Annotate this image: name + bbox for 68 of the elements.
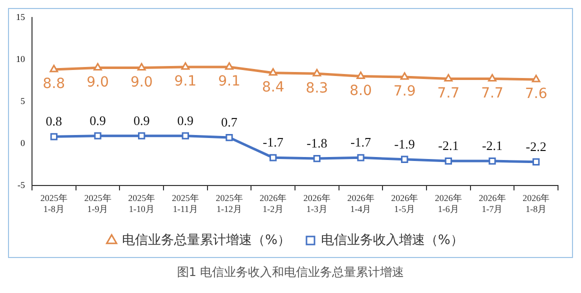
x-tick-label: 2026年 1-2月 — [260, 193, 287, 214]
data-label: 0.9 — [177, 112, 194, 128]
point — [532, 74, 540, 82]
x-tick-label: 2026年 1-6月 — [434, 193, 462, 214]
point — [356, 71, 365, 79]
legend-label: 电信业务总量累计增速（%） — [122, 232, 291, 248]
x-tick-label: 2026年 1-3月 — [303, 193, 330, 214]
data-label: 8.8 — [42, 76, 66, 92]
point — [50, 133, 58, 140]
data-label: 0.7 — [221, 114, 238, 130]
data-label: -2.1 — [438, 138, 459, 153]
y-tick-label: 5 — [20, 96, 26, 106]
point — [94, 132, 102, 140]
point — [225, 62, 234, 70]
x-tick-label: 2026年 1-4月 — [347, 193, 374, 214]
y-tick-label: 0 — [20, 138, 26, 148]
x-tick-label: 2026年 1-8月 — [522, 193, 550, 214]
x-tick-label: 2025年 1-11月 — [172, 193, 199, 214]
data-label: 0.9 — [133, 112, 150, 128]
data-label: 9.1 — [218, 74, 240, 90]
data-label: 0.9 — [90, 112, 106, 128]
y-tick-label: 15 — [16, 12, 26, 22]
point — [488, 74, 496, 82]
point — [268, 68, 278, 76]
data-label: 8.4 — [262, 79, 284, 96]
point — [401, 156, 408, 163]
point — [137, 63, 146, 71]
x-tick-label: 2026年 1-7月 — [478, 193, 506, 214]
point — [400, 72, 409, 80]
data-label: 7.7 — [437, 85, 460, 102]
data-label: -1.9 — [394, 136, 415, 152]
legend-label: 电信业务收入增速（%） — [321, 232, 464, 248]
point — [94, 63, 102, 71]
data-label: -1.7 — [350, 134, 372, 150]
point — [444, 74, 453, 82]
data-label: 8.0 — [350, 82, 372, 99]
x-tick-label: 2026年 1-5月 — [391, 193, 418, 214]
data-label: 0.8 — [46, 114, 62, 129]
data-label: 7.9 — [393, 84, 416, 100]
data-label: -2.1 — [482, 138, 503, 153]
point — [50, 64, 58, 72]
point — [182, 132, 189, 140]
y-tick-label: -5 — [18, 180, 26, 190]
point — [532, 158, 540, 166]
point — [313, 154, 320, 162]
data-label: 9.0 — [86, 74, 109, 90]
data-label: 7.6 — [524, 86, 548, 102]
point — [488, 157, 496, 165]
y-tick-label: 10 — [16, 54, 26, 64]
point — [357, 154, 364, 162]
x-tick-label: 2025年 1-8月 — [40, 193, 68, 214]
point — [270, 154, 277, 162]
data-label: 9.1 — [174, 74, 197, 90]
point — [226, 134, 233, 142]
data-label: -1.8 — [306, 135, 328, 150]
data-label: 9.0 — [130, 74, 153, 90]
x-tick-label: 2025年 1-9月 — [84, 193, 112, 214]
x-tick-label: 2025年 1-12月 — [216, 193, 243, 214]
point — [181, 62, 190, 70]
data-label: -1.7 — [262, 134, 284, 150]
point — [444, 157, 452, 165]
point — [138, 132, 146, 140]
data-label: -2.2 — [526, 138, 546, 154]
point — [312, 68, 322, 76]
data-label: 8.3 — [306, 80, 328, 96]
caption: 图1 电信业务收入和电信业务总量累计增速 — [176, 264, 406, 281]
data-label: 7.7 — [481, 85, 504, 102]
x-tick-label: 2025年 1-10月 — [128, 193, 156, 214]
